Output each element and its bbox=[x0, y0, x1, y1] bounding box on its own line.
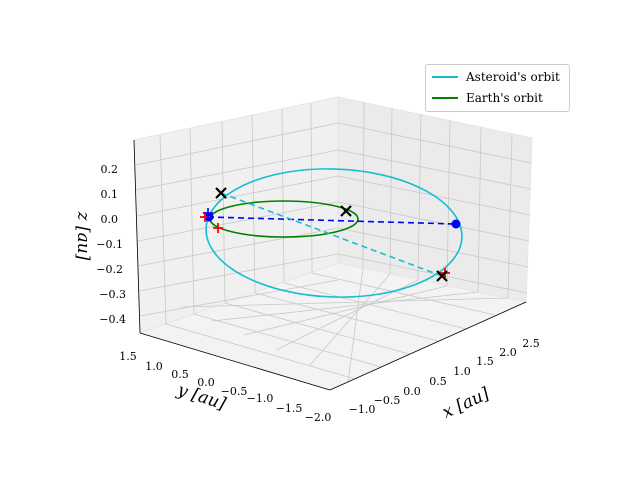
x-tick-label: 2.5 bbox=[522, 337, 540, 350]
x-tick-label: −1.0 bbox=[349, 403, 376, 416]
black-x-marker bbox=[340, 205, 352, 217]
z-tick-label: −0.4 bbox=[99, 313, 126, 326]
black-x-marker bbox=[215, 187, 227, 199]
y-tick-label: −1.0 bbox=[247, 392, 274, 405]
x-axis-label: x [au] bbox=[439, 384, 493, 423]
black-x-marker bbox=[436, 270, 448, 282]
blue-dashed-connector bbox=[207, 216, 457, 225]
x-tick-labels: −1.0 −0.5 0.0 0.5 1.0 1.5 2.0 2.5 bbox=[349, 337, 540, 416]
y-tick-label: 0.0 bbox=[197, 376, 215, 389]
x-tick-label: 2.0 bbox=[499, 346, 517, 359]
z-tick-label: 0.2 bbox=[101, 163, 119, 176]
z-axis-line bbox=[133, 139, 141, 334]
y-axis-line bbox=[139, 332, 331, 391]
z-tick-label: −0.3 bbox=[99, 288, 126, 301]
y-tick-label: 1.5 bbox=[119, 350, 137, 363]
y-tick-label: −1.5 bbox=[276, 402, 303, 415]
y-tick-labels: 1.5 1.0 0.5 0.0 −0.5 −1.0 −1.5 −2.0 bbox=[119, 350, 331, 424]
legend-swatch-asteroid bbox=[432, 76, 458, 78]
z-tick-labels: 0.2 0.1 0.0 −0.1 −0.2 −0.3 −0.4 bbox=[96, 163, 126, 326]
blue-plus-marker bbox=[203, 208, 213, 218]
legend-swatch-earth bbox=[432, 97, 458, 99]
legend-entry-asteroid: Asteroid's orbit bbox=[432, 69, 560, 85]
legend-label-asteroid: Asteroid's orbit bbox=[466, 70, 560, 84]
red-plus-marker bbox=[213, 223, 223, 233]
grid-left-pane bbox=[135, 102, 339, 325]
z-tick-label: 0.0 bbox=[101, 213, 119, 226]
x-axis-line bbox=[329, 301, 527, 391]
y-tick-label: 1.0 bbox=[145, 360, 163, 373]
z-axis-label: z [au] bbox=[73, 211, 93, 261]
asteroid-orbit-line bbox=[205, 168, 463, 298]
y-tick-label: 0.5 bbox=[171, 368, 189, 381]
z-tick-label: −0.2 bbox=[96, 263, 123, 276]
y-tick-label: −2.0 bbox=[305, 411, 332, 424]
x-tick-label: 1.0 bbox=[453, 365, 471, 378]
blue-dot-marker bbox=[451, 219, 461, 229]
z-tick-label: 0.1 bbox=[101, 188, 119, 201]
x-tick-label: 1.5 bbox=[476, 355, 494, 368]
grid-floor bbox=[165, 267, 509, 383]
z-tick-label: −0.1 bbox=[96, 238, 123, 251]
y-tick-label: −0.5 bbox=[221, 385, 248, 398]
x-tick-label: −0.5 bbox=[374, 394, 401, 407]
legend: Asteroid's orbit Earth's orbit bbox=[425, 64, 570, 112]
x-tick-label: 0.0 bbox=[403, 385, 421, 398]
legend-label-earth: Earth's orbit bbox=[466, 91, 543, 105]
x-tick-label: 0.5 bbox=[429, 375, 447, 388]
legend-entry-earth: Earth's orbit bbox=[432, 90, 543, 106]
